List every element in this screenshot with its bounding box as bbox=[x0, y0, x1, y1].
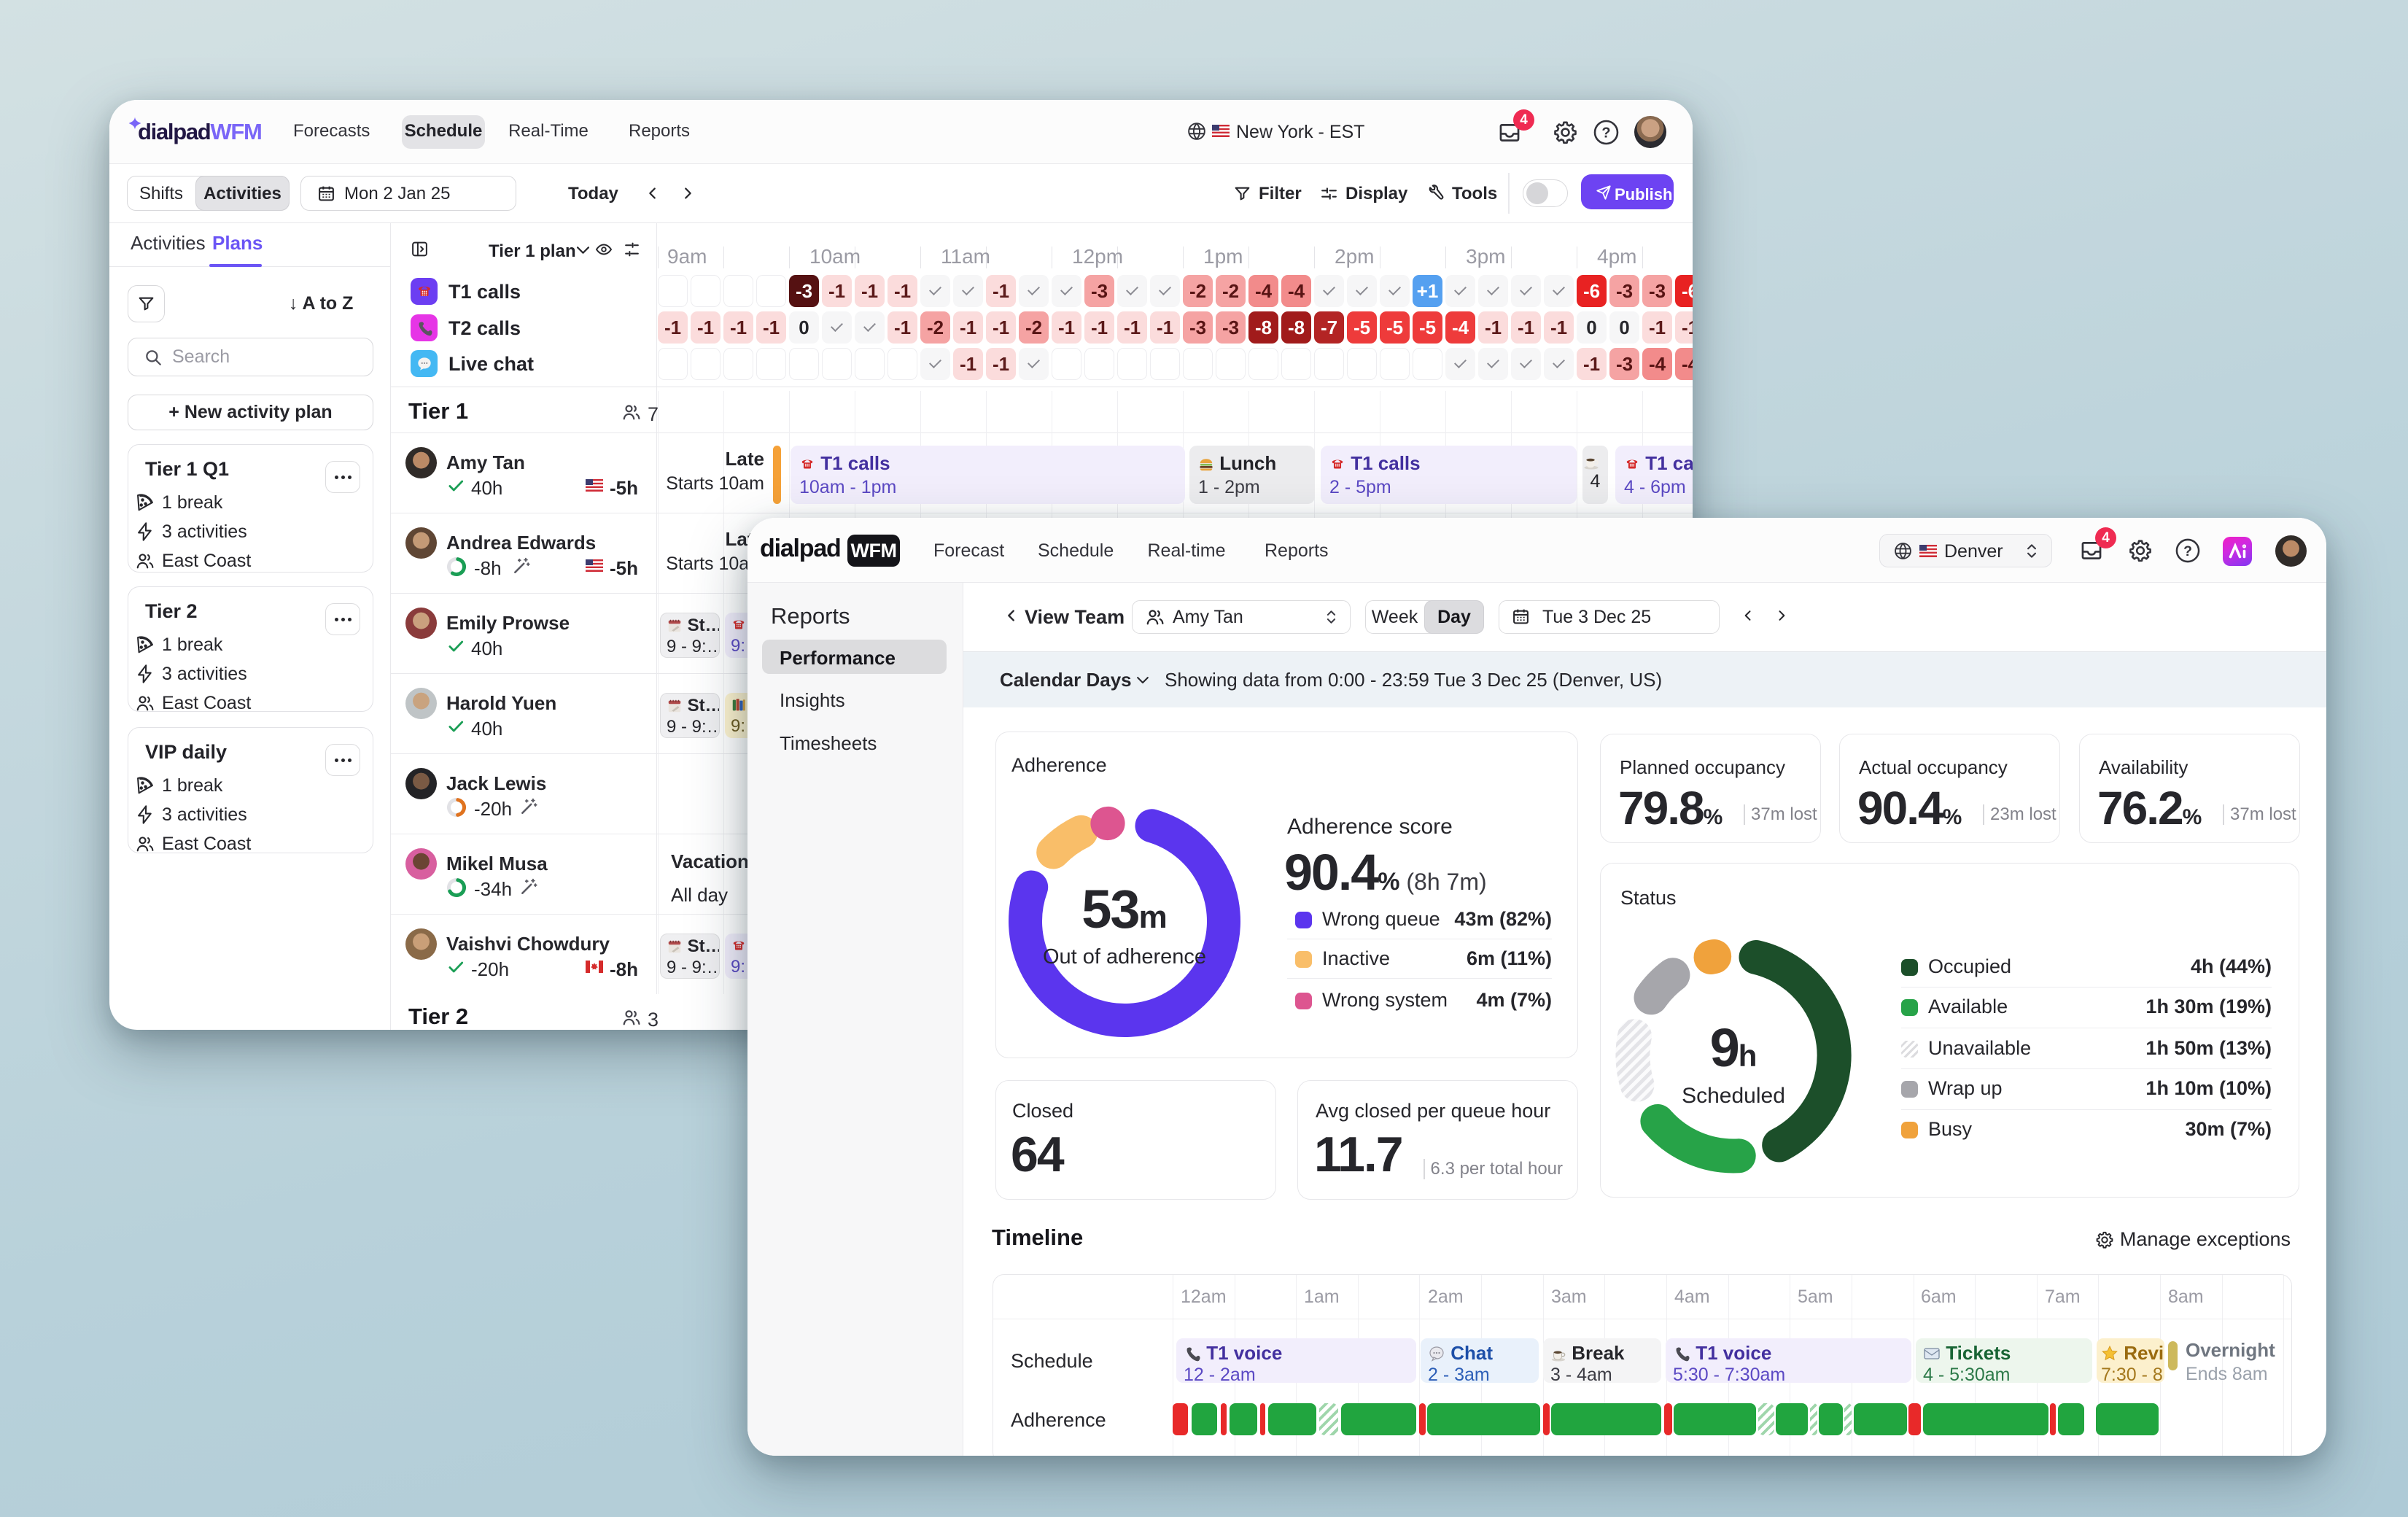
svg-text:?: ? bbox=[2183, 543, 2192, 559]
svg-text:?: ? bbox=[1601, 125, 1610, 141]
